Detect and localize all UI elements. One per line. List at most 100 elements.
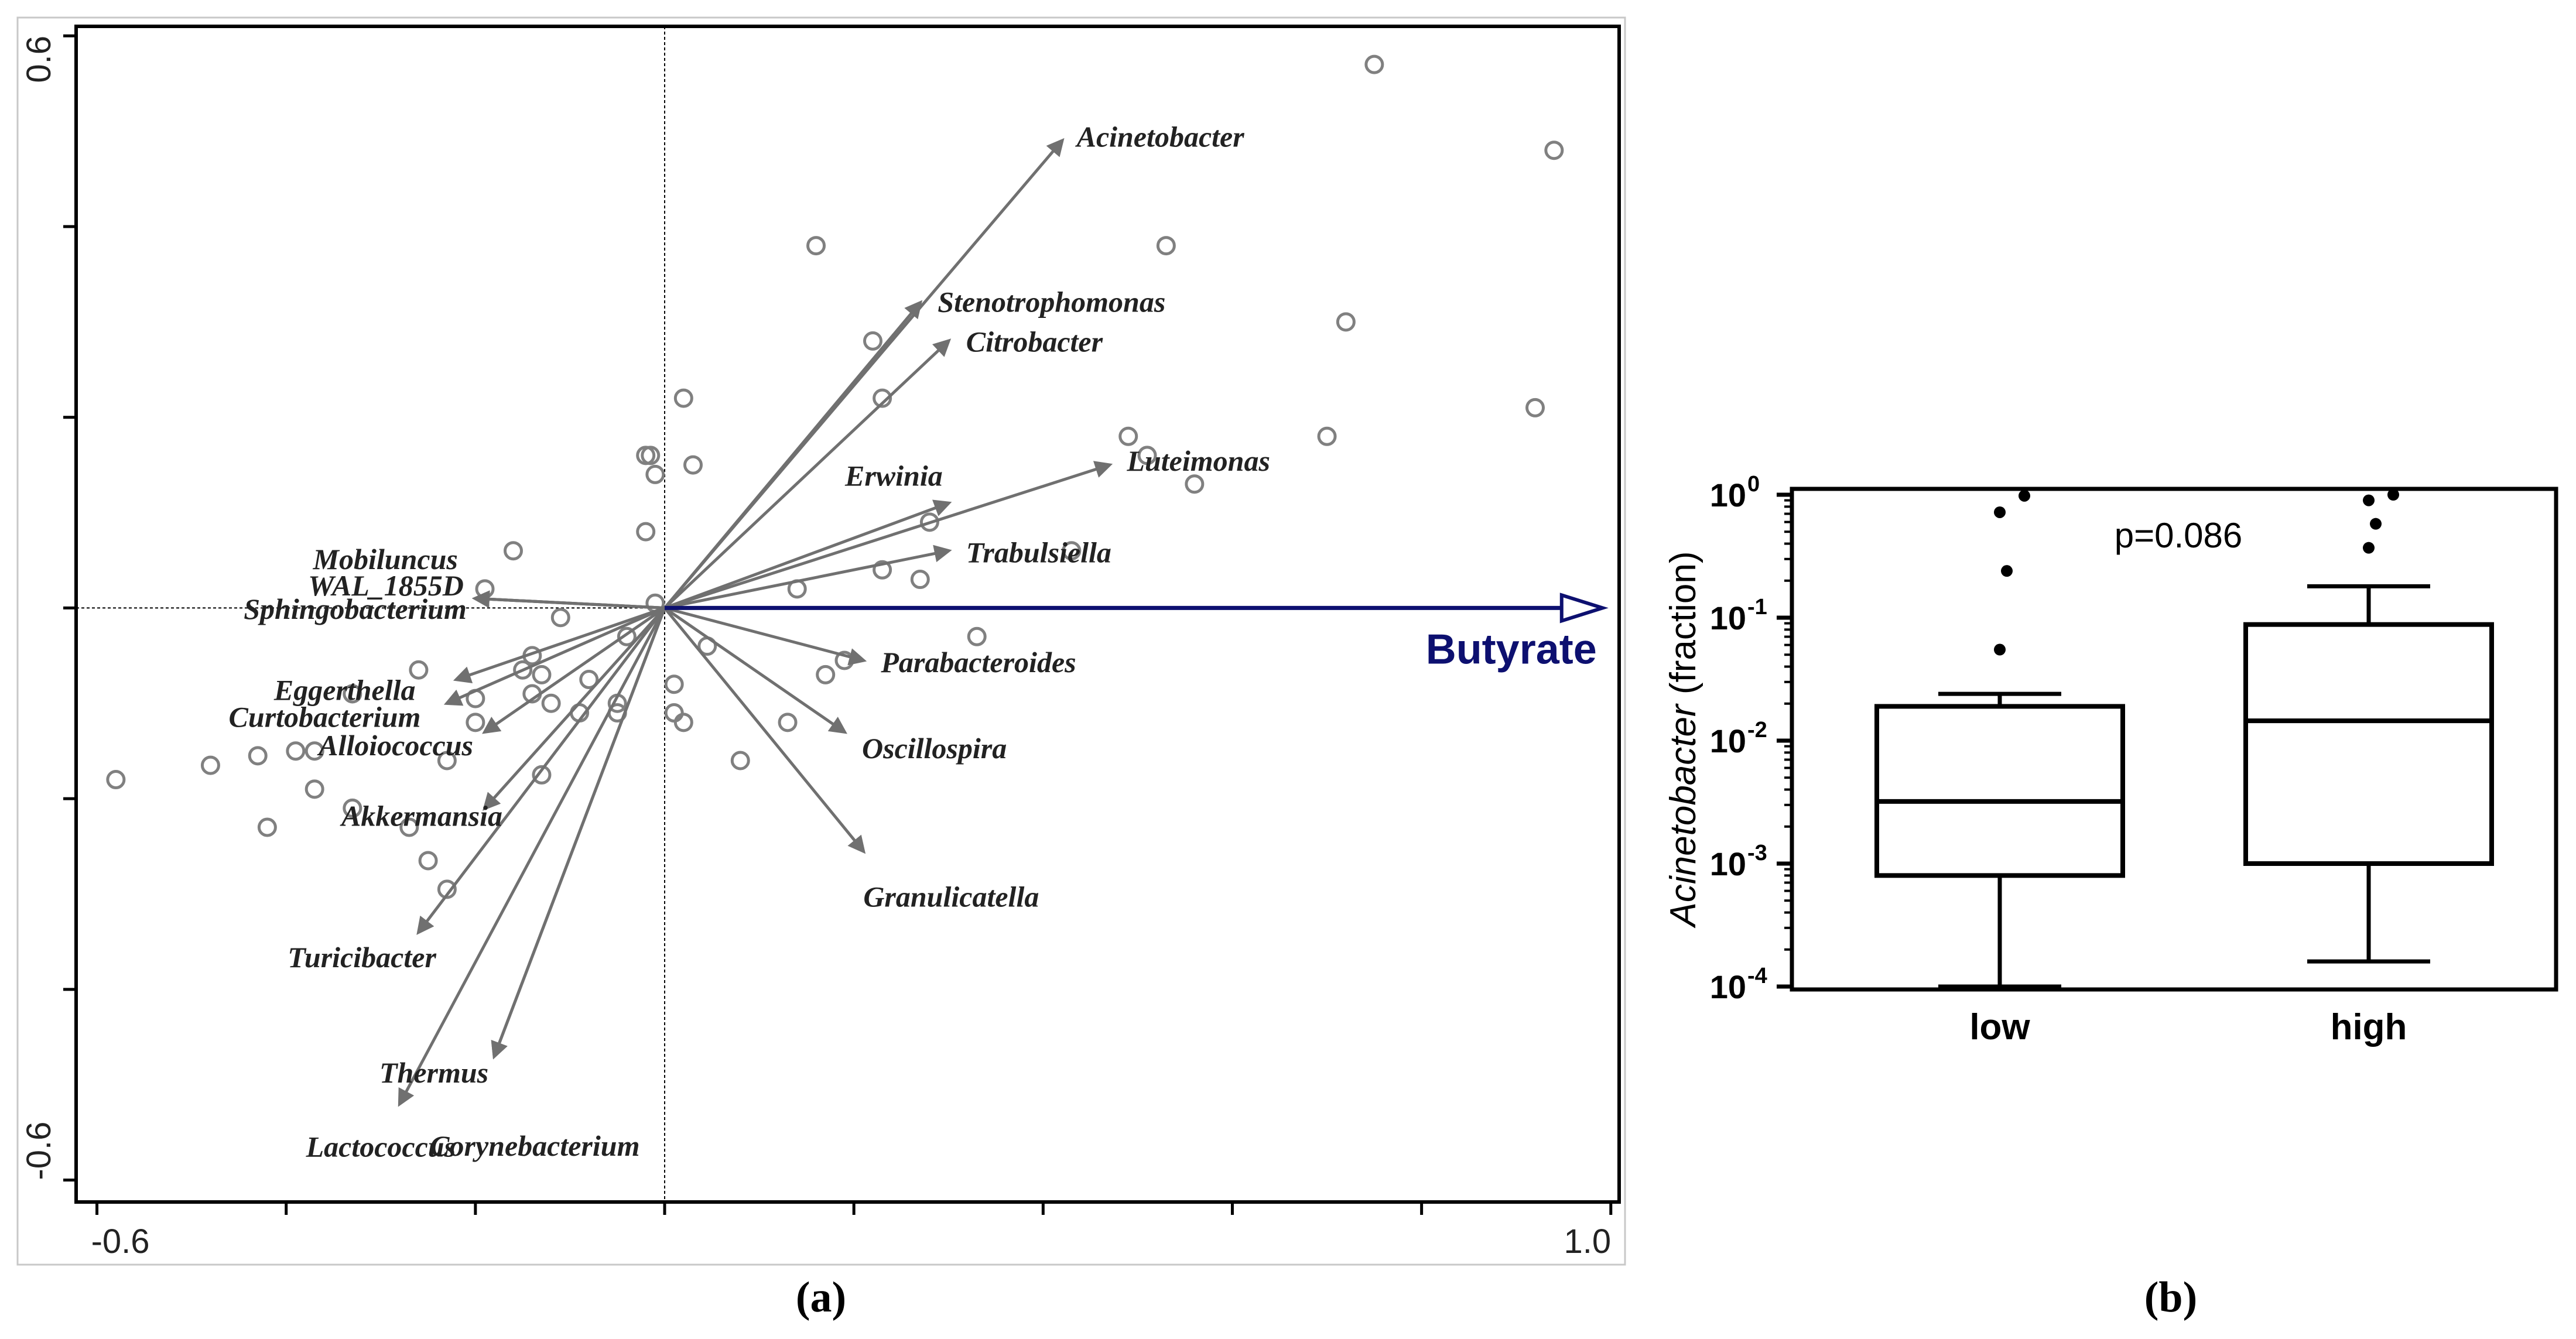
sample-point <box>1317 426 1337 446</box>
arrow-lactococcus <box>398 607 666 1107</box>
sample-point <box>673 713 693 732</box>
arrow-oscillospira <box>663 607 847 734</box>
panel-label-b: (b) <box>2144 1273 2197 1321</box>
y-tick-label: 10 <box>1710 722 1746 759</box>
box-high <box>2243 489 2494 964</box>
sample-point <box>806 236 826 256</box>
species-arrows <box>398 138 1113 1107</box>
sample-point <box>664 703 684 723</box>
sample-point <box>967 626 987 646</box>
butyrate-arrow-head <box>1559 593 1609 624</box>
sample-point <box>873 388 892 408</box>
sample-point <box>1062 541 1082 561</box>
biplot-tick-labels: -0.6 1.0 0.6 -0.6 <box>20 36 1611 1261</box>
biplot-zero-lines <box>76 26 666 1202</box>
label-acinetobacter: Acinetobacter <box>1075 120 1245 153</box>
arrow-luteimonas <box>664 461 1113 609</box>
sample-point <box>305 779 324 799</box>
sample-point <box>532 665 552 684</box>
sample-point <box>636 522 656 542</box>
y-tick-label: 10 <box>1710 477 1746 513</box>
biplot-plot-area <box>74 25 1621 1204</box>
sample-point <box>248 746 268 766</box>
label-corynebacterium: Corynebacterium <box>430 1129 639 1162</box>
sample-point <box>873 560 892 580</box>
y-tick-label: 10 <box>1710 600 1746 636</box>
y-tick-exponent: -2 <box>1747 718 1767 742</box>
y-tick-label-max: 0.6 <box>20 36 58 83</box>
boxplot-category-labels: low high <box>1969 1007 2407 1047</box>
outlier-point <box>1994 643 2006 656</box>
outlier-point <box>2363 494 2375 506</box>
y-tick-exponent: 0 <box>1747 472 1760 496</box>
panel-label-a: (a) <box>796 1273 846 1321</box>
sample-point <box>579 670 599 690</box>
outlier-point <box>2019 489 2030 502</box>
arrow-curtobacterium <box>443 607 666 706</box>
label-curtobacterium: Curtobacterium <box>229 700 421 733</box>
sample-point <box>645 464 665 484</box>
sample-point <box>730 751 750 770</box>
sample-point <box>919 512 939 532</box>
boxplot-y-axis-label: Acinetobacter (fraction) <box>1663 552 1703 929</box>
sample-point <box>286 741 306 761</box>
sample-points <box>106 54 1564 899</box>
y-tick-label: 10 <box>1710 968 1746 1005</box>
sample-point <box>437 879 457 899</box>
outlier-point <box>2001 565 2013 577</box>
arrow-citrobacter <box>663 338 952 609</box>
sample-point <box>409 660 429 680</box>
sample-point <box>673 388 693 408</box>
arrow-parabacteroides <box>664 606 867 666</box>
sample-point <box>513 660 533 680</box>
label-luteimonas: Luteimonas <box>1126 444 1270 477</box>
butyrate-vector: Butyrate <box>665 593 1609 673</box>
iqr-box <box>1874 704 2125 878</box>
label-oscillospira: Oscillospira <box>862 732 1007 765</box>
butyrate-label: Butyrate <box>1426 626 1597 673</box>
arrow-alloiococcus <box>482 607 666 734</box>
iqr-box <box>2243 622 2494 867</box>
sample-point <box>503 541 523 561</box>
sample-point <box>641 446 661 465</box>
label-granulicatella: Granulicatella <box>863 881 1039 913</box>
sample-point <box>1336 312 1356 332</box>
p-value-annotation: p=0.086 <box>2115 516 2243 555</box>
y-tick-exponent: -4 <box>1747 964 1767 988</box>
category-label-low: low <box>1969 1007 2030 1047</box>
outlier-point <box>2363 542 2375 554</box>
label-eggerthella: Eggerthella <box>273 674 416 707</box>
sample-point <box>200 755 220 775</box>
y-tick-exponent: -1 <box>1747 595 1767 619</box>
arrow-turicibacter <box>416 607 666 935</box>
sample-point <box>399 817 419 837</box>
box-low <box>1874 489 2125 989</box>
sample-point <box>305 741 324 761</box>
label-stenotrophomonas: Stenotrophomonas <box>938 285 1165 318</box>
sample-point <box>1364 54 1384 74</box>
arrow-corynebacterium <box>491 607 666 1060</box>
label-thermus: Thermus <box>379 1056 488 1089</box>
label-alloiococcus: Alloiococcus <box>317 729 473 762</box>
y-tick-label-min: -0.6 <box>20 1122 58 1180</box>
label-erwinia: Erwinia <box>844 459 943 492</box>
label-akkermansia: Akkermansia <box>340 799 502 832</box>
sample-point <box>343 798 362 818</box>
sample-point <box>532 765 552 785</box>
outlier-point <box>1994 506 2006 518</box>
arrow-akkermansia <box>483 607 666 811</box>
sample-point <box>617 626 637 646</box>
arrow-granulicatella <box>663 607 866 854</box>
sample-point <box>1118 426 1138 446</box>
arrow-eggerthella <box>453 607 665 683</box>
arrow-stenotrophomonas <box>663 300 923 609</box>
sample-point <box>1525 398 1545 417</box>
sample-point <box>816 665 836 684</box>
label-trabulsiella: Trabulsiella <box>966 536 1111 569</box>
sample-point <box>778 713 798 732</box>
sample-point <box>664 674 684 694</box>
sample-point <box>418 851 438 871</box>
sample-point <box>550 608 570 628</box>
